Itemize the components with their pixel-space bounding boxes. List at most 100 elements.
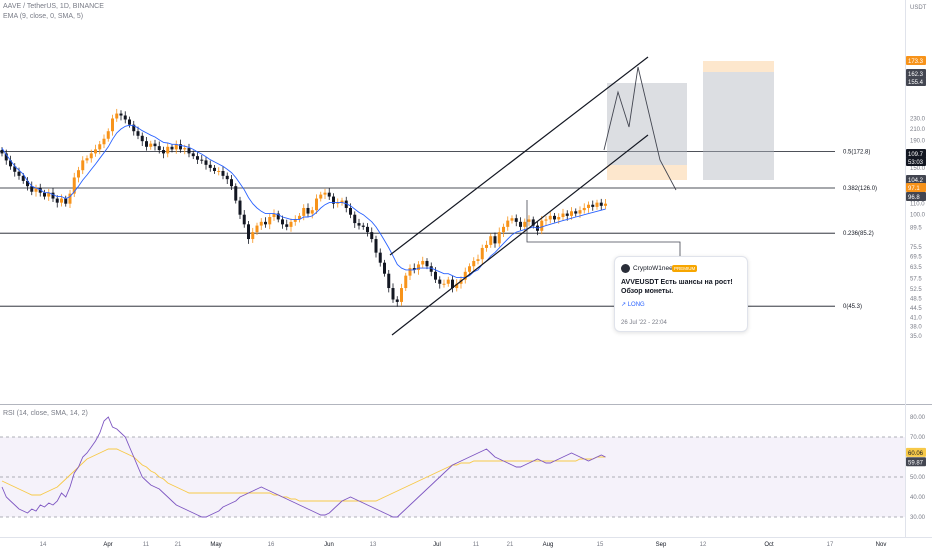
candle-body (55, 198, 59, 203)
ema-line (1, 124, 606, 279)
time-tick-label: 17 (827, 542, 834, 548)
time-tick-label: Sep (656, 542, 667, 548)
candle-body (557, 217, 561, 220)
price-tick-label: 75.5 (910, 245, 922, 251)
fib-label: 0.236(85.2) (843, 231, 874, 237)
time-tick-label: 12 (700, 542, 707, 548)
price-tick-label: 35.0 (910, 334, 922, 340)
candle-body (68, 193, 72, 204)
candle-body (553, 215, 556, 220)
price-badge-label: 109.7 (908, 152, 924, 158)
candle-body (276, 213, 280, 220)
candle-body (514, 218, 518, 222)
candle-body (429, 266, 433, 272)
candle-body (527, 219, 531, 222)
candle-body (81, 160, 85, 171)
candle-body (446, 279, 450, 284)
candle-body (370, 232, 374, 240)
candle-body (264, 221, 267, 225)
candle-body (123, 115, 127, 120)
time-tick-label: 21 (507, 542, 514, 548)
rsi-badge (906, 447, 926, 457)
time-tick-label: 13 (370, 542, 377, 548)
rsi-line (1, 416, 606, 518)
candle-body (247, 224, 250, 240)
candle-body (34, 188, 38, 192)
candle-body (565, 213, 569, 216)
candle-body (548, 215, 552, 220)
candle-body (174, 144, 178, 150)
price-axis-currency: USDT (910, 5, 927, 11)
candle-body (221, 170, 225, 176)
rsi-tick-label: 40.00 (910, 495, 926, 501)
candle-body (438, 279, 442, 284)
price-tick-label: 89.5 (910, 226, 922, 232)
candle-body (353, 214, 357, 224)
candle-body (336, 202, 340, 204)
candle-body (400, 288, 403, 302)
candle-body (51, 192, 55, 199)
candle-body (136, 131, 140, 136)
candle-body (13, 166, 17, 172)
candle-body (349, 207, 352, 215)
rsi-tick-label: 50.00 (910, 475, 926, 481)
candle-body (72, 177, 76, 194)
candle-body (497, 232, 501, 244)
candle-body (455, 283, 459, 289)
stop-zone-box (607, 165, 687, 180)
candle-body (421, 260, 425, 265)
idea-author[interactable]: CryptoW1neer (633, 265, 675, 272)
candle-body (21, 175, 25, 181)
candle-body (200, 159, 204, 161)
time-tick-label: 16 (268, 542, 275, 548)
candle-body (281, 219, 284, 225)
candle-body (26, 180, 29, 187)
price-tick-label: 38.0 (910, 324, 922, 330)
price-badge-label: 173.3 (908, 59, 924, 65)
price-badge (906, 69, 926, 78)
candle-body (132, 124, 136, 132)
candle-body (43, 192, 46, 197)
price-tick-label: 52.5 (910, 287, 922, 293)
candle-body (170, 146, 174, 150)
candle-body (434, 271, 437, 280)
target-zone-box (607, 83, 687, 165)
arrow-up-right-icon: ↗ (621, 302, 627, 308)
candle-body (451, 279, 454, 289)
candle-body (480, 247, 484, 260)
time-tick-label: Aug (543, 542, 554, 548)
symbol-title: AAVE / TetherUS, 1D, BINANCE (3, 3, 104, 10)
candle-body (204, 160, 208, 165)
fib-label: 0.5(172.8) (843, 150, 870, 156)
price-badge-label: 104.2 (908, 178, 924, 184)
candle-body (361, 225, 365, 227)
candle-body (145, 141, 148, 147)
candle-body (89, 153, 93, 159)
candle-body (578, 210, 582, 214)
price-badge (906, 157, 926, 166)
candle-body (357, 223, 361, 226)
candle-body (47, 192, 51, 197)
candle-body (119, 113, 123, 116)
candle-body (595, 202, 599, 207)
candle-body (374, 239, 378, 253)
idea-title[interactable]: AVVEUSDT Есть шансы на рост! Обзор монет… (621, 279, 733, 295)
price-badge (906, 77, 926, 86)
channel-group (389, 56, 681, 336)
candle-body (225, 175, 229, 180)
candle-body (519, 221, 522, 227)
candle-body (599, 202, 603, 206)
idea-card[interactable]: CryptoW1neer PREMIUM AVVEUSDT Есть шансы… (614, 256, 748, 332)
candle-body (417, 264, 420, 270)
price-tick-label: 210.0 (910, 127, 926, 133)
rsi-tick-label: 80.00 (910, 415, 926, 421)
candle-body (510, 218, 514, 221)
candle-body (544, 219, 548, 221)
candle-body (208, 164, 212, 168)
candle-body (540, 220, 544, 231)
candle-body (327, 192, 331, 197)
candle-body (344, 200, 348, 208)
price-badge (906, 192, 926, 201)
candle-body (604, 203, 607, 206)
